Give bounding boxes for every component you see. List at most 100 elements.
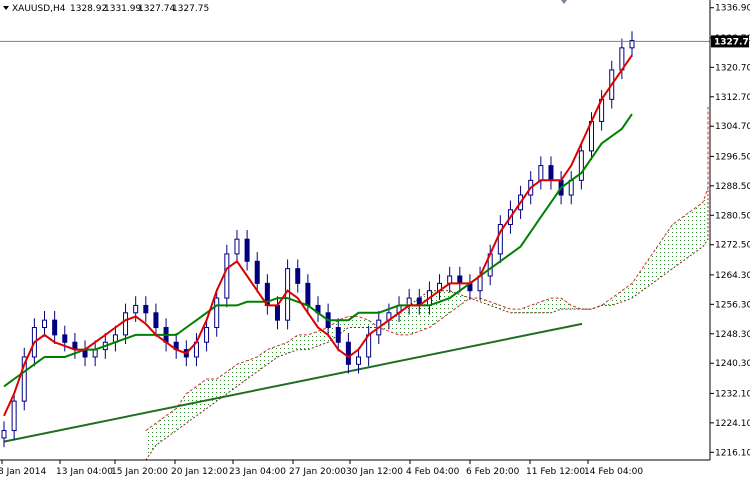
candle-body bbox=[254, 260, 260, 284]
y-tick-label: 1248.30 bbox=[715, 330, 750, 340]
header-open: 1328.92 bbox=[70, 4, 107, 14]
candle bbox=[254, 252, 260, 293]
y-tick-label: 1320.70 bbox=[715, 63, 750, 73]
candle-body bbox=[92, 349, 98, 358]
candle-body bbox=[234, 238, 240, 255]
y-tick-label: 1272.50 bbox=[715, 241, 750, 251]
tenkan-sen-line bbox=[3, 54, 633, 417]
candle-body bbox=[345, 341, 351, 365]
candle-body bbox=[497, 223, 503, 255]
y-tick-label: 1336.90 bbox=[715, 4, 750, 14]
candle bbox=[21, 347, 27, 411]
candle bbox=[295, 259, 301, 293]
candle-body bbox=[578, 150, 584, 181]
y-tick-label: 1264.30 bbox=[715, 271, 750, 281]
x-tick-label: 15 Jan 20:00 bbox=[111, 467, 168, 477]
kijun-sen-path bbox=[3, 113, 633, 388]
trendline[interactable] bbox=[3, 322, 583, 443]
header-symbol: XAUUSD,H4 bbox=[12, 4, 66, 14]
y-tick-label: 1224.10 bbox=[715, 419, 750, 429]
candle bbox=[204, 318, 210, 352]
y-tick-label: 1232.10 bbox=[715, 389, 750, 399]
x-tick-label: 20 Jan 12:00 bbox=[171, 467, 228, 477]
candle-body bbox=[52, 319, 58, 336]
y-tick-label: 1256.30 bbox=[715, 300, 750, 310]
candle-body bbox=[214, 297, 220, 329]
candle bbox=[497, 215, 503, 264]
candle bbox=[62, 325, 68, 352]
x-tick-label: 6 Feb 20:00 bbox=[466, 467, 520, 477]
candle-body bbox=[143, 304, 149, 314]
candle bbox=[224, 244, 230, 308]
x-tick-label: 4 Feb 04:00 bbox=[406, 467, 460, 477]
candle bbox=[356, 347, 362, 374]
candle bbox=[234, 230, 240, 264]
candle-body bbox=[548, 165, 554, 181]
candle bbox=[123, 303, 129, 345]
tenkan-sen-path bbox=[3, 54, 633, 417]
x-tick-label: 13 Jan 04:00 bbox=[56, 467, 113, 477]
kijun-sen-line bbox=[3, 113, 633, 388]
senkou-span-a-line bbox=[145, 106, 709, 432]
x-tick-label: 11 Feb 12:00 bbox=[526, 467, 585, 477]
y-tick-label: 1288.50 bbox=[715, 182, 750, 192]
candle-body bbox=[1, 430, 7, 439]
x-tick-label: 8 Jan 2014 bbox=[0, 467, 46, 477]
y-tick-label: 1240.30 bbox=[715, 359, 750, 369]
trendline-segment bbox=[3, 322, 583, 443]
x-tick-label: 14 Feb 04:00 bbox=[584, 467, 643, 477]
candle bbox=[1, 421, 7, 448]
candle-body bbox=[11, 400, 17, 432]
current-price-tag: 1327.75 bbox=[711, 35, 750, 48]
y-axis-ticks: 1336.901328.701320.701312.701304.701296.… bbox=[710, 4, 750, 458]
dropdown-triangle-icon[interactable] bbox=[3, 6, 9, 10]
candle bbox=[42, 310, 48, 337]
candle-body bbox=[295, 268, 301, 284]
candle bbox=[629, 31, 635, 58]
price-tag-box bbox=[711, 35, 749, 48]
y-tick-label: 1216.10 bbox=[715, 448, 750, 458]
candle bbox=[244, 230, 250, 271]
candle bbox=[52, 310, 58, 345]
candle-body bbox=[123, 312, 129, 336]
candle-body bbox=[244, 238, 250, 262]
candle-body bbox=[274, 304, 280, 321]
candle bbox=[214, 288, 220, 337]
shift-marker-icon[interactable] bbox=[561, 0, 567, 4]
candle-body bbox=[224, 253, 230, 299]
x-tick-label: 27 Jan 20:00 bbox=[289, 467, 346, 477]
candle-body bbox=[133, 304, 139, 314]
candle bbox=[578, 141, 584, 190]
candle-body bbox=[21, 356, 27, 402]
candle-body bbox=[335, 327, 341, 343]
candle-body bbox=[447, 275, 453, 284]
candle-body bbox=[457, 275, 463, 284]
candle-body bbox=[62, 334, 68, 343]
header-low: 1327.74 bbox=[138, 4, 175, 14]
plot-background bbox=[0, 0, 710, 460]
candle-body bbox=[538, 165, 544, 181]
candle-body bbox=[629, 39, 635, 49]
candle-body bbox=[204, 327, 210, 343]
price-tag-text: 1327.75 bbox=[714, 37, 750, 47]
candle bbox=[143, 296, 149, 322]
candle-body bbox=[42, 319, 48, 329]
candle-body bbox=[153, 312, 159, 329]
y-tick-label: 1312.70 bbox=[715, 93, 750, 103]
candle bbox=[153, 303, 159, 337]
y-axis-panel bbox=[710, 0, 750, 477]
header-high: 1331.99 bbox=[104, 4, 141, 14]
candle bbox=[11, 391, 17, 440]
y-tick-label: 1304.70 bbox=[715, 122, 750, 132]
x-tick-label: 23 Jan 04:00 bbox=[229, 467, 286, 477]
candle bbox=[345, 333, 351, 374]
x-tick-label: 30 Jan 12:00 bbox=[346, 467, 403, 477]
y-tick-label: 1296.50 bbox=[715, 152, 750, 162]
senkou-span-a-path bbox=[145, 106, 709, 432]
candle-body bbox=[406, 297, 412, 306]
chart-header: XAUUSD,H4 1328.92 1331.99 1327.74 1327.7… bbox=[3, 4, 209, 14]
candle-body bbox=[305, 282, 311, 306]
header-close: 1327.75 bbox=[172, 4, 209, 14]
